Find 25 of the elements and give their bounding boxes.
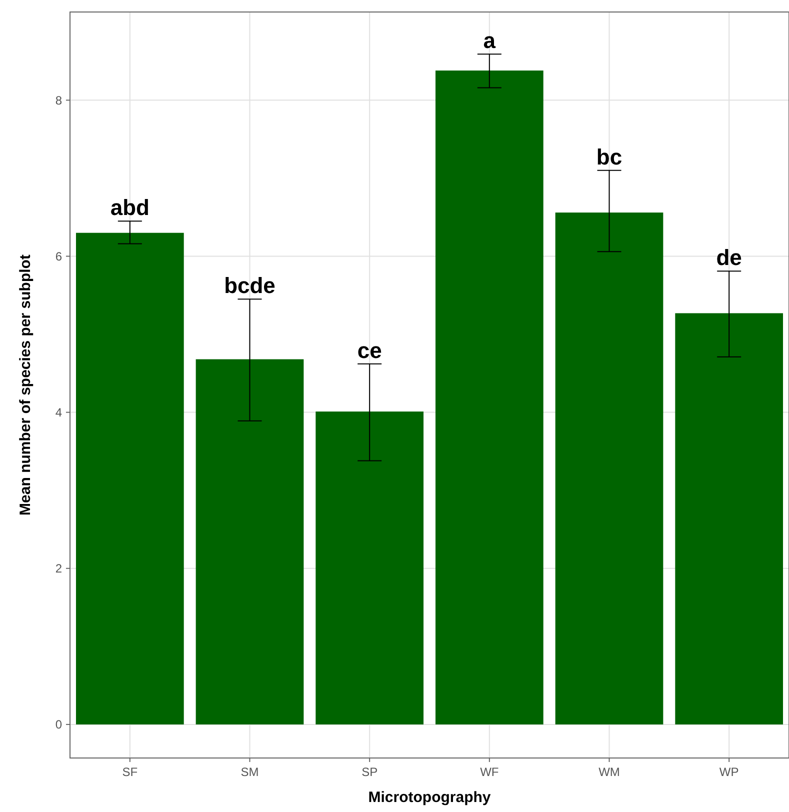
y-tick-label: 4 <box>55 406 62 420</box>
annotation: bcde <box>224 273 276 298</box>
x-tick-label: SF <box>122 765 138 779</box>
bar <box>675 313 784 724</box>
annotation: abd <box>110 195 150 220</box>
y-tick-label: 2 <box>55 562 62 576</box>
x-tick-label: SP <box>362 765 378 779</box>
bar <box>76 232 184 724</box>
annotation: a <box>483 28 496 54</box>
x-tick-label: SM <box>240 765 259 779</box>
x-tick-label: WM <box>598 765 620 779</box>
annotation: de <box>716 245 742 270</box>
y-tick-label: 8 <box>55 93 62 108</box>
bar <box>196 359 304 724</box>
bar <box>555 212 664 724</box>
annotation: ce <box>357 338 382 363</box>
x-tick-label: WF <box>480 765 499 779</box>
y-tick-label: 0 <box>55 718 62 732</box>
bar <box>435 70 544 724</box>
y-tick-label: 6 <box>55 249 62 264</box>
x-axis-title: Microtopography <box>368 789 492 806</box>
x-tick-label: WP <box>719 765 739 779</box>
y-axis-title: Mean number of species per subplot <box>17 254 34 516</box>
annotation: bc <box>596 144 622 170</box>
bar <box>316 412 424 724</box>
